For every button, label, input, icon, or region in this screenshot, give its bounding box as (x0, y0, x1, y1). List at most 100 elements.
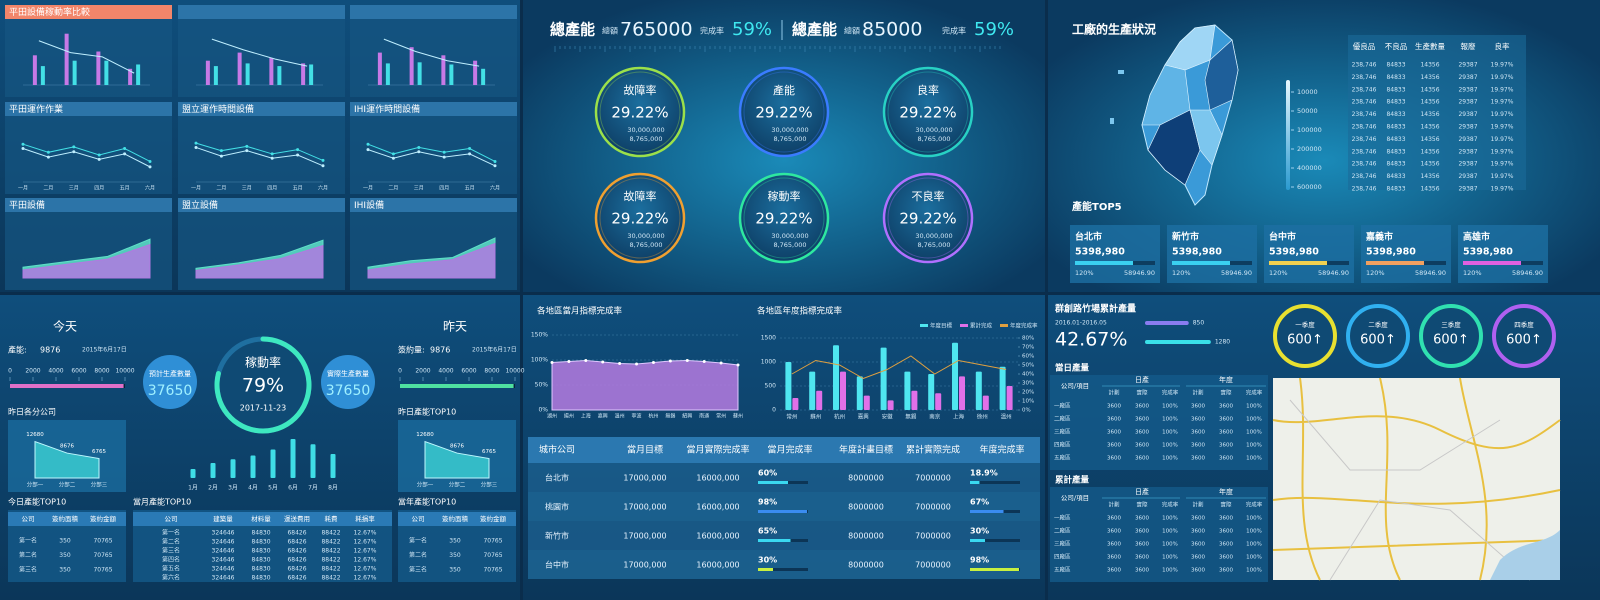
bar (840, 371, 846, 410)
gauge-label: 產能 (773, 83, 795, 97)
bar (809, 371, 816, 410)
table-cell: 84833 (1386, 74, 1405, 81)
table-cell: 3600 (1191, 568, 1205, 574)
line-series (367, 143, 496, 162)
table-cell: 324646 (212, 566, 235, 573)
value-label: 12680 (416, 432, 434, 438)
table-cell: 16000,000 (696, 561, 739, 570)
bubble-value: 37650 (326, 383, 371, 399)
x-tick-label: 分部一 (27, 481, 44, 489)
card-amount: 58946.90 (1512, 269, 1543, 277)
gauge-value: 29.22% (899, 104, 956, 122)
gauge-line: 8,765,000 (917, 135, 950, 143)
y2-tick-label: 30% (1022, 381, 1034, 387)
rate-label: 30% (758, 556, 777, 565)
card-value: 5398,980 (1172, 247, 1222, 258)
table-cell: 238,746 (1352, 173, 1377, 180)
mini-title: 盟立運作時間設備 (182, 103, 254, 115)
x-tick-label: 無錫 (905, 413, 917, 421)
table-cell: 84833 (1386, 161, 1405, 168)
rate-label: 98% (758, 498, 777, 507)
stat-label: 簽約量: (398, 345, 425, 355)
line-series (195, 142, 324, 161)
card-value: 5398,980 (1463, 247, 1513, 258)
table-cell: 14356 (1420, 173, 1439, 180)
table-cell: 12.67% (354, 566, 377, 573)
table-cell: 84830 (251, 548, 270, 555)
table-cell: 第二名 (19, 551, 37, 559)
table-cell: 84833 (1386, 111, 1405, 118)
table-sub: 完成率 (1246, 389, 1263, 397)
table-group: 年度 (1219, 375, 1233, 384)
table-cell: 四廠區 (1054, 553, 1071, 561)
point (270, 156, 274, 160)
table-cell: 五廠區 (1054, 454, 1071, 462)
table-group: 年度 (1219, 487, 1233, 496)
table-header: 耗費 (325, 514, 339, 523)
x-tick-label: 三月 (414, 186, 424, 192)
table-cell: 19.97% (1491, 173, 1514, 180)
table-header: 優良品 (1353, 41, 1376, 51)
gauge-label: 不良率 (912, 189, 945, 203)
scale-label: 6000 (71, 368, 86, 375)
card-rate: 120% (1366, 269, 1385, 277)
table-cell: 100% (1162, 417, 1178, 423)
table-cell: 238,746 (1352, 136, 1377, 143)
x-tick-label: 無錫 (665, 413, 675, 420)
x-tick-label: 常州 (786, 413, 797, 421)
scale-label: 4000 (438, 368, 453, 375)
table-cell: 8000000 (848, 532, 884, 541)
table-bg (1050, 487, 1268, 582)
x-tick-label: 蘇州 (733, 413, 743, 420)
x-tick-label: 五月 (120, 186, 130, 192)
y-tick-label: 0 (772, 407, 776, 414)
table-cell: 3600 (1107, 542, 1121, 548)
card-bar (1269, 261, 1327, 265)
table-cell: 12.67% (354, 575, 377, 582)
point (635, 362, 639, 366)
table-cell: 第一名 (19, 537, 37, 545)
y-tick-label: 150% (531, 332, 548, 339)
bar (190, 469, 196, 478)
table-group: 日產 (1135, 487, 1149, 496)
table-sub: 完成率 (1162, 501, 1179, 509)
gauge-inner (743, 177, 825, 259)
bar (975, 371, 982, 410)
header-rate-label: 完成率 (942, 26, 966, 36)
table-header: 累計實際完成 (906, 444, 960, 456)
table-cell: 19.97% (1491, 62, 1514, 69)
value-label: 12680 (26, 432, 44, 438)
bar (128, 68, 133, 85)
table-cell: 19.97% (1491, 111, 1514, 118)
gauge-disc (594, 66, 686, 158)
table-header: 不良品 (1385, 41, 1408, 51)
gauge-label: 良率 (917, 83, 939, 97)
table-cell: 7000000 (915, 532, 951, 541)
x-tick-label: 一月 (18, 186, 28, 192)
stat-label: 產能: (8, 345, 27, 355)
x-tick-label: 三月 (69, 186, 79, 192)
table-header: 簽約金額 (90, 514, 117, 523)
point (668, 359, 672, 363)
x-tick-label: 上海 (581, 413, 591, 420)
card-bar (1172, 261, 1230, 265)
table-cell: 100% (1246, 456, 1262, 462)
table-cell: 14356 (1420, 186, 1439, 193)
mini-title: IHI運作時間設備 (354, 103, 420, 115)
x-tick-label: 四月 (94, 186, 104, 192)
y-tick-label: 0% (538, 407, 548, 414)
panel-title: 群創路竹場累計產量 (1054, 303, 1136, 315)
table-cell: 7000000 (915, 561, 951, 570)
table-cell: 350 (59, 567, 71, 574)
table-head (133, 512, 392, 526)
gauge-line: 8,765,000 (773, 135, 806, 143)
bar (237, 52, 242, 85)
table-cell: 84833 (1386, 173, 1405, 180)
rate-label: 18.9% (970, 469, 998, 478)
gauge-inner (887, 177, 969, 259)
table-cell: 14356 (1420, 136, 1439, 143)
table-cell: 3600 (1107, 443, 1121, 449)
water (1490, 530, 1560, 580)
bubble-label: 實際生產數量 (327, 369, 369, 378)
card-bar (1463, 261, 1521, 265)
